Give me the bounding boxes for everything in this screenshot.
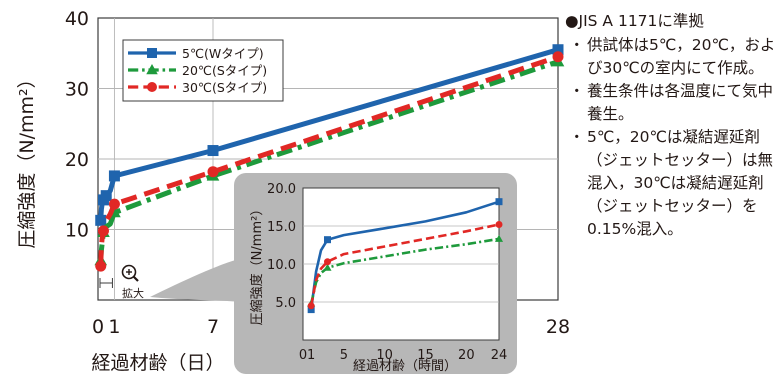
x-axis-label: 経過材齢（日） xyxy=(91,352,224,374)
legend-label: 5℃(Wタイプ) xyxy=(182,46,264,61)
series-square xyxy=(95,44,564,226)
y-tick-label: 10 xyxy=(65,220,89,242)
inset-x-tick-label: 0 xyxy=(299,348,307,363)
legend: 5℃(Wタイプ) 20℃(Sタイプ) 30℃(Sタイプ) xyxy=(122,39,284,102)
inset-x-tick-label: 5 xyxy=(340,348,348,363)
data-point xyxy=(95,260,107,272)
data-point xyxy=(207,166,219,178)
data-point xyxy=(552,44,564,56)
x-tick-label: 0 xyxy=(92,316,104,338)
data-point xyxy=(97,225,109,237)
data-point xyxy=(307,302,315,310)
data-point xyxy=(147,82,157,92)
data-point xyxy=(207,145,219,157)
series-circle xyxy=(95,51,564,272)
data-point xyxy=(146,64,158,75)
series-line xyxy=(98,59,559,261)
data-point xyxy=(108,198,120,210)
inset-y-tick-label: 10.0 xyxy=(267,258,296,273)
data-point xyxy=(108,170,120,182)
data-point xyxy=(324,236,331,244)
inset-x-tick-label: 20 xyxy=(458,348,475,363)
y-tick-label: 30 xyxy=(65,79,89,101)
inset-series-line xyxy=(309,223,500,307)
inset-x-axis-label: 経過材齢（時間） xyxy=(353,359,457,374)
inset-chart: 5.010.015.020.00 1 5 10 15 20 24経過材齢（時間）圧縮強度（N… xyxy=(150,173,517,374)
notes-item-text: 養生条件は各温度にて気中養生。 xyxy=(587,82,774,123)
data-point xyxy=(552,51,564,63)
notes-item: ・供試体は5℃，20℃，および30℃の室内にて作成。 xyxy=(565,34,777,80)
inset-y-tick-label: 5.0 xyxy=(275,296,296,311)
notes-item-text: 5℃，20℃は凝結遅延剤（ジェットセッター）は無混入，30℃は凝結遅延剤（ジェッ… xyxy=(587,128,774,238)
data-point xyxy=(324,258,331,266)
magnifier-handle xyxy=(132,275,139,282)
bullet: ・ xyxy=(569,82,585,100)
data-point xyxy=(95,214,107,226)
series-line xyxy=(98,54,559,267)
data-point xyxy=(147,48,157,58)
inset-x-tick-label: 15 xyxy=(417,348,434,363)
inset-y-tick-label: 20.0 xyxy=(267,182,296,197)
data-point xyxy=(495,220,503,228)
zoom-label: 拡大 xyxy=(122,286,144,300)
y-tick-label: 40 xyxy=(65,8,89,30)
inset-x-tick-label: 24 xyxy=(491,348,508,363)
callout-pointer xyxy=(150,258,244,302)
inset-x-tick-label: 1 xyxy=(307,348,315,363)
magnifier-lens xyxy=(121,264,137,280)
x-tick-label: 7 xyxy=(207,316,219,338)
notes-item: ・養生条件は各温度にて気中養生。 xyxy=(565,80,777,126)
inset-series-square xyxy=(307,198,503,314)
notes-item-text: 供試体は5℃，20℃，および30℃の室内にて作成。 xyxy=(587,36,776,77)
y-tick-label: 20 xyxy=(65,149,89,171)
legend-label: 30℃(Sタイプ) xyxy=(182,80,267,95)
x-tick-label: 28 xyxy=(546,316,570,338)
inset-series-circle xyxy=(307,220,503,310)
data-point xyxy=(100,190,112,202)
magnifier-icon xyxy=(121,264,139,282)
bullet: ・ xyxy=(569,128,585,146)
data-point xyxy=(494,234,504,242)
inset-series-line xyxy=(309,237,500,304)
data-point xyxy=(495,198,503,206)
notes-panel: ●JIS A 1171に準拠 ・供試体は5℃，20℃，および30℃の室内にて作成… xyxy=(565,10,777,241)
legend-label: 20℃(Sタイプ) xyxy=(182,63,267,78)
notes-item: ・ 5℃，20℃は凝結遅延剤（ジェットセッター）は無混入，30℃は凝結遅延剤（ジェ… xyxy=(565,126,777,241)
notes-standard: ●JIS A 1171に準拠 xyxy=(565,12,704,30)
data-point xyxy=(307,306,315,314)
inset-y-axis-label: 圧縮強度（N/mm²） xyxy=(249,203,265,326)
inset-y-tick-label: 15.0 xyxy=(267,220,296,235)
inset-x-tick-label: 10 xyxy=(376,348,393,363)
x-tick-label: 1 xyxy=(108,316,120,338)
y-axis-label: 圧縮強度（N/mm²） xyxy=(16,69,38,248)
data-point xyxy=(323,263,332,271)
bullet: ・ xyxy=(569,36,585,54)
inset-series-line xyxy=(309,200,501,311)
